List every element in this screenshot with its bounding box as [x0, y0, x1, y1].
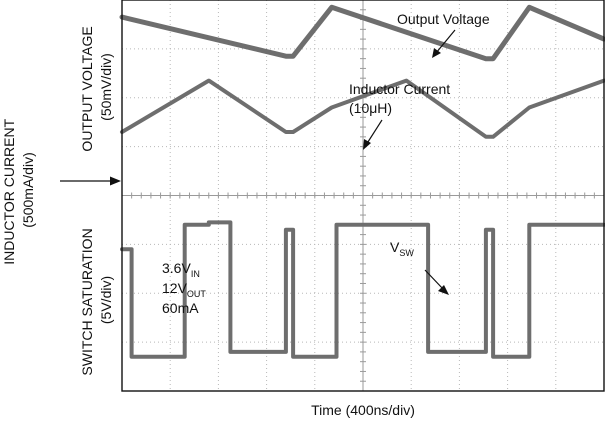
vsw-annotation-arrowhead [438, 285, 449, 295]
output-voltage-scale-label: OUTPUT VOLTAGE (50mV/div) [79, 22, 114, 151]
plot-frame [121, 0, 605, 392]
inductor-current-annotation: Inductor Current [349, 81, 450, 97]
waveform-traces [119, 4, 605, 359]
output-voltage-annotation: Output Voltage [397, 11, 490, 27]
inductor-current-scale-label: INDUCTOR CURRENT (500mA/div) [1, 115, 36, 265]
condition-vin: 3.6VIN [162, 260, 200, 279]
output-voltage-annotation-arrow [435, 29, 456, 54]
condition-vout: 12VOUT [162, 280, 206, 299]
vsw-annotation-arrow [424, 269, 445, 291]
inductor-current-trace [120, 78, 605, 139]
output-voltage-trace [119, 4, 605, 62]
plot-area [119, 0, 605, 392]
output-voltage-annotation-arrowhead [432, 48, 441, 58]
condition-iout: 60mA [162, 300, 199, 316]
x-axis-label: Time (400ns/div) [311, 402, 415, 418]
inductor-current-reference-arrowhead [110, 176, 121, 186]
inductor-current-annotation-arrowhead [363, 139, 371, 150]
vsw-annotation: VSW [390, 239, 414, 258]
switch-voltage-trace [120, 220, 605, 359]
switch-saturation-scale-label: SWITCH SATURATION (5V/div) [79, 224, 114, 375]
inductor-current-annotation-arrow [365, 119, 383, 146]
inductor-value-annotation: (10μH) [349, 100, 392, 116]
